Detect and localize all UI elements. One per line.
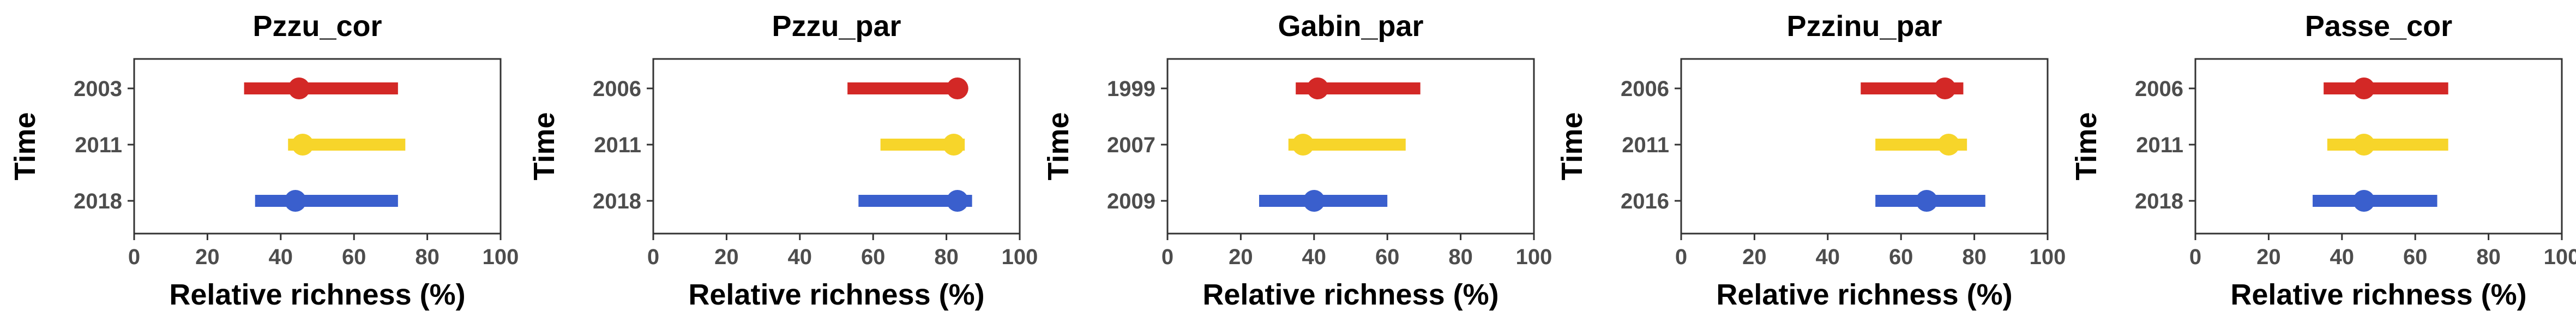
x-tick-label: 80 bbox=[934, 245, 959, 269]
x-tick-label: 60 bbox=[1375, 245, 1400, 269]
x-tick-label: 40 bbox=[788, 245, 812, 269]
x-tick-label: 0 bbox=[647, 245, 659, 269]
x-tick-label: 40 bbox=[269, 245, 293, 269]
y-tick-label: 2018 bbox=[74, 189, 122, 213]
point-marker bbox=[1934, 77, 1956, 99]
point-marker bbox=[284, 190, 306, 212]
chart-panel: Pzzu_par Time Relative richness (%) 0 20 40 60… bbox=[528, 10, 1038, 311]
panel-title: Gabin_par bbox=[1278, 10, 1423, 43]
y-axis-label: Time bbox=[2070, 112, 2103, 180]
point-marker bbox=[292, 134, 314, 156]
point-marker bbox=[288, 77, 310, 99]
y-tick-label: 2011 bbox=[2136, 133, 2183, 157]
y-axis-label: Time bbox=[528, 112, 561, 180]
point-marker bbox=[2353, 134, 2375, 156]
panel-title: Pzzinu_par bbox=[1786, 10, 1942, 43]
x-tick-label: 80 bbox=[415, 245, 440, 269]
y-tick-label: 2011 bbox=[594, 133, 641, 157]
chart-panel: Pzzu_cor Time Relative richness (%) 0 20 40 60… bbox=[9, 10, 519, 311]
x-tick-label: 0 bbox=[1675, 245, 1687, 269]
x-tick-label: 60 bbox=[342, 245, 366, 269]
x-axis-label: Relative richness (%) bbox=[1716, 278, 2012, 311]
point-marker bbox=[1303, 190, 1325, 212]
y-tick-label: 2018 bbox=[593, 189, 641, 213]
panel-title: Passe_cor bbox=[2305, 10, 2452, 43]
x-tick-label: 0 bbox=[1161, 245, 1173, 269]
x-tick-label: 20 bbox=[195, 245, 220, 269]
y-tick-label: 2003 bbox=[74, 77, 122, 101]
y-tick-label: 2009 bbox=[1107, 189, 1155, 213]
x-tick-label: 0 bbox=[2189, 245, 2201, 269]
x-tick-label: 40 bbox=[1816, 245, 1840, 269]
point-marker bbox=[946, 77, 968, 99]
point-marker bbox=[2353, 190, 2375, 212]
x-tick-label: 60 bbox=[2403, 245, 2428, 269]
x-axis-label: Relative richness (%) bbox=[169, 278, 465, 311]
y-tick-label: 2016 bbox=[1621, 189, 1669, 213]
y-tick-label: 2007 bbox=[1107, 133, 1155, 157]
x-tick-label: 0 bbox=[128, 245, 140, 269]
x-tick-label: 100 bbox=[2544, 245, 2576, 269]
x-tick-label: 100 bbox=[1002, 245, 1038, 269]
x-tick-label: 20 bbox=[714, 245, 739, 269]
y-tick-label: 1999 bbox=[1107, 77, 1155, 101]
point-marker bbox=[2353, 77, 2375, 99]
y-tick-label: 2018 bbox=[2135, 189, 2183, 213]
chart-panel: Pzzinu_par Time Relative richness (%) 0 20 40… bbox=[1556, 10, 2066, 311]
x-tick-label: 40 bbox=[2330, 245, 2355, 269]
point-marker bbox=[943, 134, 965, 156]
chart-panel: Passe_cor Time Relative richness (%) 0 20 40 6… bbox=[2070, 10, 2576, 311]
x-tick-label: 100 bbox=[2030, 245, 2066, 269]
point-marker bbox=[1916, 190, 1938, 212]
x-axis-label: Relative richness (%) bbox=[1202, 278, 1498, 311]
x-tick-label: 60 bbox=[1889, 245, 1913, 269]
y-tick-label: 2006 bbox=[1621, 77, 1669, 101]
chart-panel: Gabin_par Time Relative richness (%) 0 20 40 6… bbox=[1042, 10, 1552, 311]
panel-title: Pzzu_cor bbox=[252, 10, 382, 43]
y-axis-label: Time bbox=[9, 112, 41, 180]
point-marker bbox=[1292, 134, 1314, 156]
x-axis-label: Relative richness (%) bbox=[2230, 278, 2526, 311]
point-marker bbox=[1937, 134, 1960, 156]
point-marker bbox=[1307, 77, 1329, 99]
x-tick-label: 80 bbox=[1962, 245, 1987, 269]
x-tick-label: 80 bbox=[1448, 245, 1473, 269]
y-tick-label: 2006 bbox=[2135, 77, 2183, 101]
x-tick-label: 80 bbox=[2476, 245, 2501, 269]
panel-title: Pzzu_par bbox=[772, 10, 901, 43]
x-tick-label: 100 bbox=[1516, 245, 1552, 269]
x-tick-label: 20 bbox=[1229, 245, 1253, 269]
y-tick-label: 2006 bbox=[593, 77, 641, 101]
y-axis-label: Time bbox=[1556, 112, 1588, 180]
y-tick-label: 2011 bbox=[75, 133, 122, 157]
x-axis-label: Relative richness (%) bbox=[688, 278, 984, 311]
x-tick-label: 20 bbox=[2256, 245, 2281, 269]
x-tick-label: 40 bbox=[1302, 245, 1327, 269]
y-axis-label: Time bbox=[1042, 112, 1075, 180]
y-tick-label: 2011 bbox=[1622, 133, 1669, 157]
x-tick-label: 60 bbox=[861, 245, 886, 269]
x-tick-label: 20 bbox=[1742, 245, 1767, 269]
point-marker bbox=[946, 190, 968, 212]
x-tick-label: 100 bbox=[483, 245, 519, 269]
